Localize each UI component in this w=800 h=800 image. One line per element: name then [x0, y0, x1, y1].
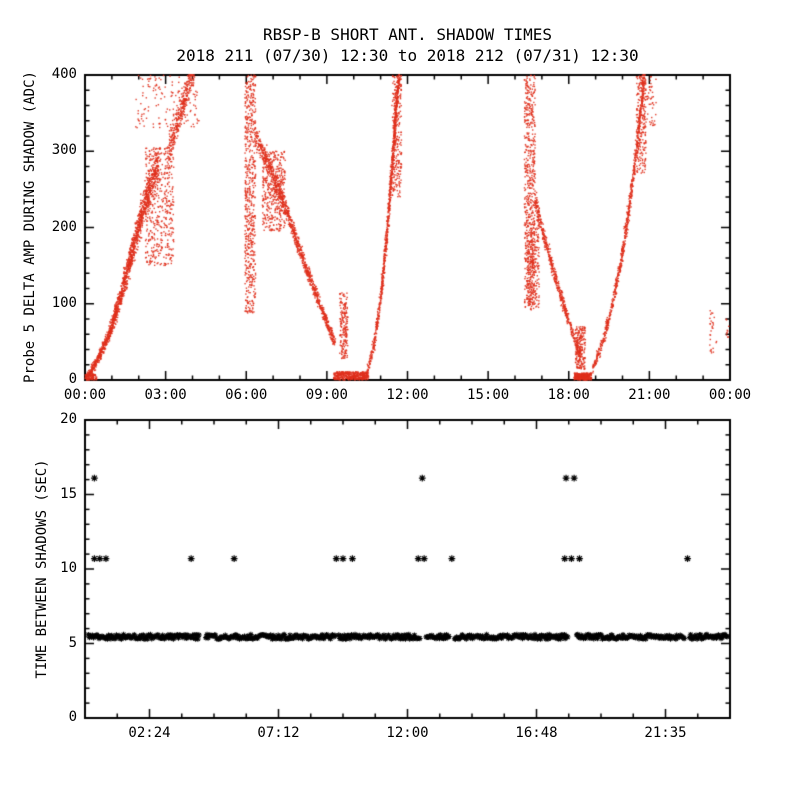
chart-subtitle: 2018 211 (07/30) 12:30 to 2018 212 (07/3… — [176, 46, 639, 65]
panel1-x-tick-label: 00:00 — [63, 387, 107, 403]
panel1-x-tick-label: 21:00 — [628, 387, 671, 403]
panel1-y-tick-label: 0 — [68, 371, 77, 387]
panel1-y-tick-label: 400 — [51, 66, 77, 82]
chart-title: RBSP-B SHORT ANT. SHADOW TIMES — [263, 25, 552, 44]
panel1-x-tick-label: 06:00 — [225, 387, 268, 403]
panel1-x-tick-label: 09:00 — [305, 387, 348, 403]
panel1-y-tick-label: 300 — [51, 142, 77, 159]
panel2-y-tick-label: 10 — [60, 560, 77, 576]
panel1-x-tick-label: 00:00 — [708, 387, 752, 403]
panel2-y-tick-label: 0 — [68, 709, 77, 725]
panel2-y-tick-label: 5 — [68, 634, 77, 651]
panel1-x-tick-label: 15:00 — [467, 387, 510, 403]
panel2-x-tick-label: 07:12 — [257, 725, 300, 741]
panel2-x-tick-label: 16:48 — [515, 725, 558, 741]
panel1-x-tick-label: 03:00 — [144, 387, 187, 403]
panel1-x-tick-label: 18:00 — [547, 387, 590, 403]
panel1-y-tick-label: 100 — [51, 294, 77, 311]
panel2-x-tick-label: 21:35 — [644, 725, 687, 741]
panel2-x-tick-label: 12:00 — [386, 725, 429, 741]
panel1-x-tick-label: 12:00 — [386, 387, 429, 403]
panel1-y-tick-label: 200 — [51, 218, 77, 235]
panel2-y-tick-label: 20 — [60, 411, 77, 427]
panel2-x-tick-label: 02:24 — [128, 725, 171, 741]
panel2-y-tick-label: 15 — [60, 485, 77, 502]
